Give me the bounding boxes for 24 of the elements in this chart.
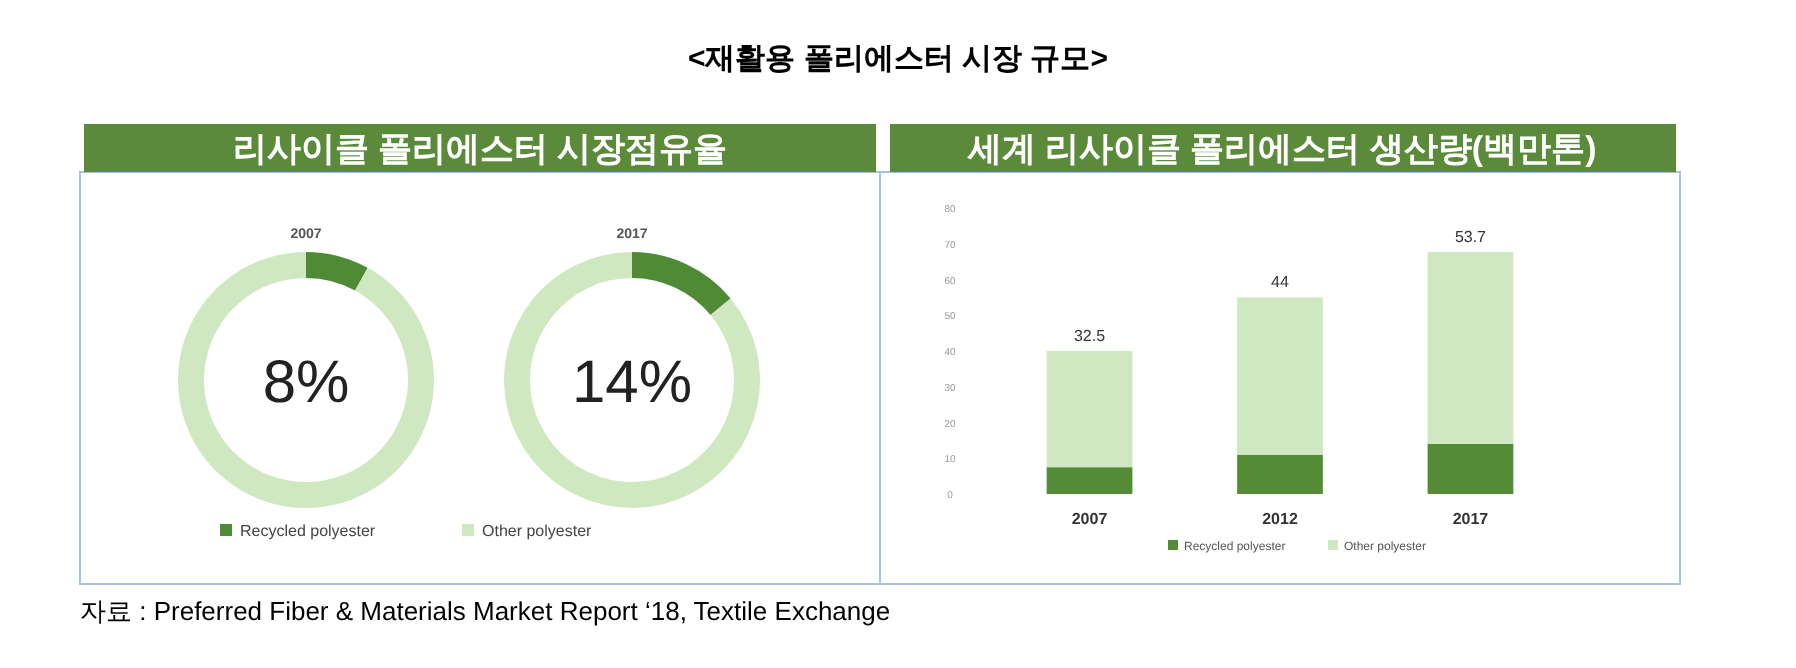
donut-slice xyxy=(504,252,760,508)
text: 8% xyxy=(262,350,350,416)
data-label: 32.5 xyxy=(1073,327,1107,345)
bar xyxy=(1237,454,1323,494)
chart-title: 세계 리사이클 폴리에스터 생산량(백만톤) xyxy=(965,130,1597,168)
donut-slice xyxy=(178,252,434,508)
text: 14% xyxy=(571,350,693,416)
bar xyxy=(1427,251,1514,444)
data-label: 53.7 xyxy=(1454,227,1488,246)
data-label: 44 xyxy=(1271,273,1290,292)
x-tick-label: 2007 xyxy=(1071,510,1109,528)
bar xyxy=(1046,351,1133,468)
text: 자료 : Preferred Fiber & Materials Market Report ‘18, Textile Exchange xyxy=(80,596,891,626)
bar xyxy=(1237,297,1323,455)
donut-slice xyxy=(306,252,368,291)
text: <재활용 폴리에스터 시장 규모> xyxy=(687,42,1109,76)
legend-label: Recycled polyester xyxy=(240,522,376,540)
x-tick-label: 2017 xyxy=(1452,510,1490,528)
donut-slice xyxy=(632,252,731,315)
chart-subtitle: 리사이클 폴리에스터 시장점유율 xyxy=(232,130,728,168)
legend-label: Other polyester xyxy=(482,522,593,540)
bar xyxy=(1427,443,1514,494)
bar xyxy=(1046,467,1133,494)
x-tick-label: 2012 xyxy=(1262,510,1299,528)
